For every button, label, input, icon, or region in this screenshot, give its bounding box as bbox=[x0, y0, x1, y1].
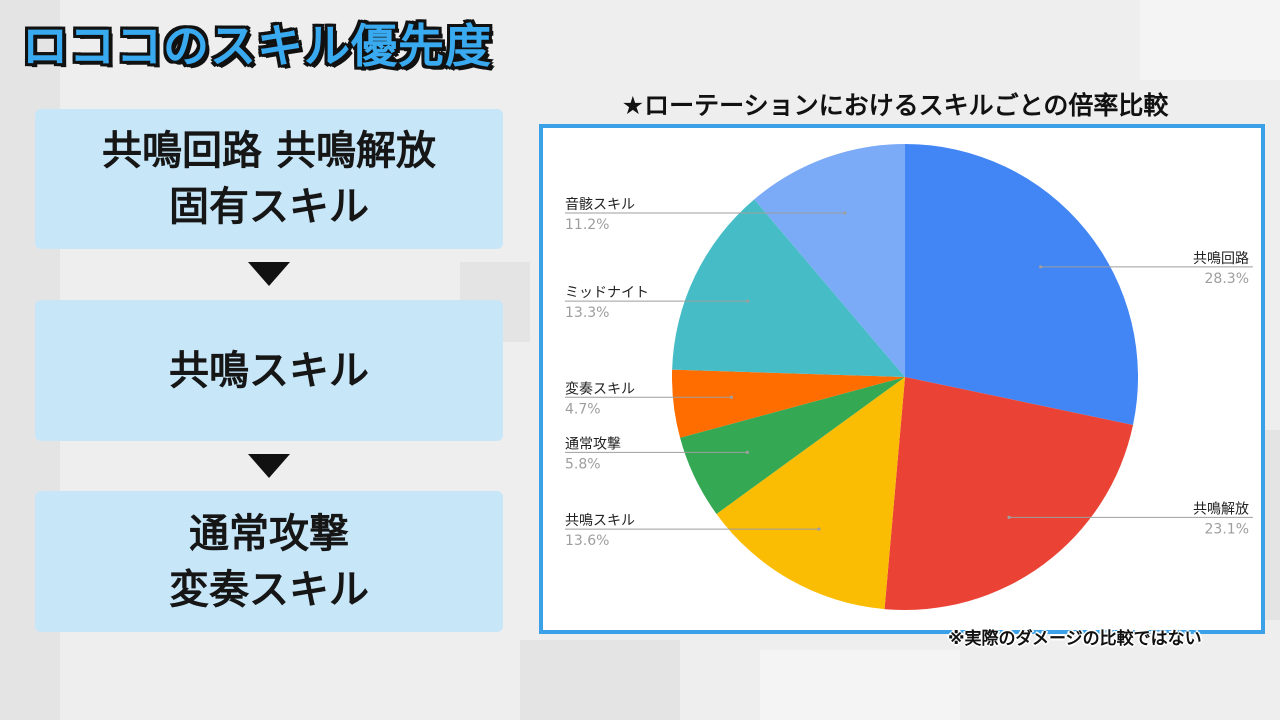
footnote: ※実際のダメージの比較ではない bbox=[948, 629, 1202, 649]
leader-dot bbox=[729, 395, 734, 399]
slice-label: 音骸スキル bbox=[565, 196, 635, 213]
down-arrow-icon bbox=[248, 454, 290, 478]
pie-slice bbox=[672, 199, 905, 377]
pie-slice bbox=[884, 377, 1134, 610]
slice-label: 共鳴スキル bbox=[565, 513, 635, 529]
leader-dot bbox=[1007, 515, 1011, 520]
leader-dot bbox=[745, 299, 750, 303]
pie-chart: 共鳴回路 28.3% 共鳴解放 23.1% 共鳴スキル 13.6% 通常攻撃 5.8% 変奏スキ… bbox=[565, 144, 1253, 610]
pie-slice bbox=[672, 369, 905, 438]
down-arrow-icon bbox=[248, 262, 290, 286]
leader-dot bbox=[1039, 265, 1043, 269]
priority-text: 共鳴スキル bbox=[169, 347, 369, 394]
priority-text: 固有スキル bbox=[169, 184, 369, 230]
priority-box-3: 通常攻撃 変奏スキル bbox=[35, 491, 503, 632]
slice-percentage: 11.2% bbox=[565, 217, 609, 233]
slice-label: ミッドナイト bbox=[565, 285, 649, 301]
pie-slice bbox=[716, 377, 905, 610]
slice-percentage: 28.3% bbox=[1205, 271, 1249, 287]
slice-label: 共鳴回路 bbox=[1193, 251, 1249, 267]
leader-dot bbox=[745, 450, 749, 454]
slice-percentage: 23.1% bbox=[1205, 521, 1249, 537]
priority-box-1: 共鳴回路 共鳴解放 固有スキル bbox=[35, 109, 503, 249]
chart-heading: ★ローテーションにおけるスキルごとの倍率比較 bbox=[621, 91, 1169, 120]
pie-slice bbox=[754, 144, 905, 377]
page-title: ロココのスキル優先度 bbox=[22, 19, 492, 73]
slice-percentage: 5.8% bbox=[565, 456, 601, 472]
pie-slice bbox=[680, 377, 905, 514]
leader-dot bbox=[817, 527, 821, 531]
pie-chart-panel: 共鳴回路 28.3% 共鳴解放 23.1% 共鳴スキル 13.6% 通常攻撃 5.8% 変奏スキ… bbox=[539, 124, 1265, 634]
background-tile bbox=[520, 640, 680, 720]
slice-percentage: 13.6% bbox=[565, 533, 609, 549]
priority-box-2: 共鳴スキル bbox=[35, 300, 503, 441]
priority-text: 変奏スキル bbox=[169, 566, 369, 613]
background-tile bbox=[760, 650, 960, 720]
slice-percentage: 4.7% bbox=[565, 401, 601, 417]
slice-label: 変奏スキル bbox=[565, 380, 635, 397]
pie-slice bbox=[905, 144, 1138, 425]
slice-label: 通常攻撃 bbox=[565, 436, 621, 452]
priority-text: 共鳴回路 共鳴解放 bbox=[102, 128, 436, 174]
slice-label: 共鳴解放 bbox=[1193, 501, 1249, 517]
leader-dot bbox=[843, 211, 847, 215]
slice-percentage: 13.3% bbox=[565, 305, 609, 321]
background-tile bbox=[1140, 0, 1280, 80]
priority-text: 通常攻撃 bbox=[189, 510, 349, 557]
